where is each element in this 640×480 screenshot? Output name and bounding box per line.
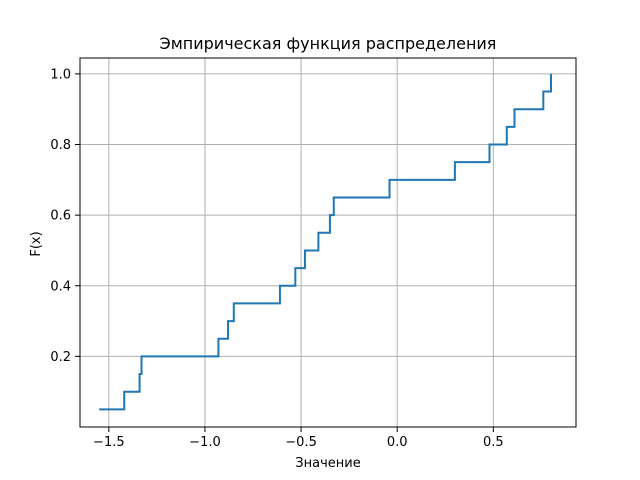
y-tick-label: 0.2 — [50, 350, 71, 365]
x-tick-label: −1.5 — [93, 435, 125, 450]
y-axis-ticks: 0.2 0.4 0.6 0.8 1.0 — [50, 67, 80, 365]
y-tick-label: 0.8 — [50, 138, 71, 153]
x-axis-label: Значение — [295, 456, 360, 471]
y-tick-label: 0.4 — [50, 279, 71, 294]
x-axis-ticks: −1.5 −1.0 −0.5 0.0 0.5 — [93, 427, 504, 450]
y-tick-label: 1.0 — [50, 67, 71, 82]
series-group — [99, 73, 553, 411]
x-tick-label: −1.0 — [189, 435, 221, 450]
y-tick-label: 0.6 — [50, 209, 71, 224]
plot-area-frame — [79, 57, 577, 428]
chart-title: Эмпирическая функция распределения — [160, 34, 497, 53]
x-tick-label: −0.5 — [285, 435, 317, 450]
x-tick-label: 0.0 — [387, 435, 408, 450]
x-tick-label: 0.5 — [483, 435, 504, 450]
ecdf-step-line — [99, 73, 553, 411]
y-axis-label: F(x) — [29, 231, 44, 256]
